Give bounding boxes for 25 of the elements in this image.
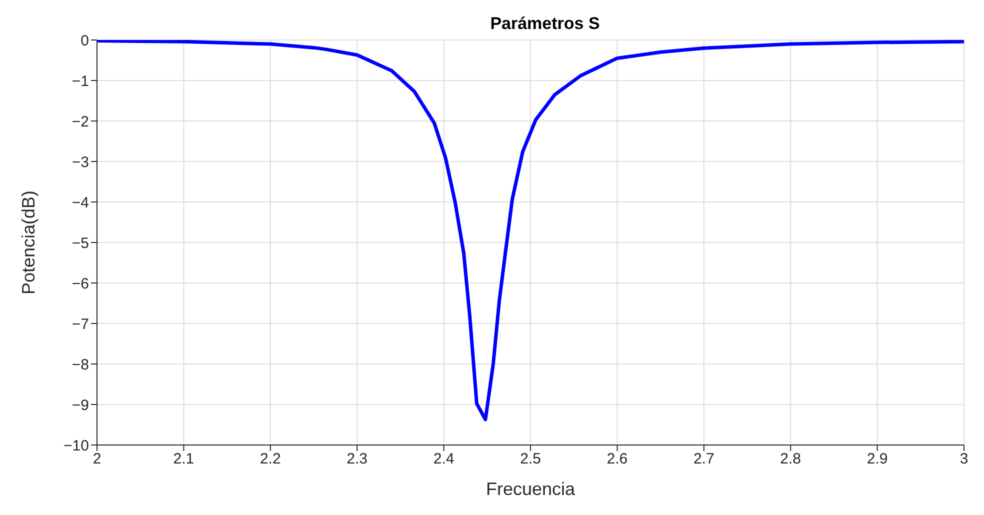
y-tick-label: −8 bbox=[72, 356, 89, 374]
y-tick-label: −10 bbox=[64, 437, 89, 454]
x-tick-label: 2.7 bbox=[693, 450, 714, 468]
y-tick-label: −3 bbox=[72, 154, 89, 171]
x-tick-label: 2.9 bbox=[866, 450, 888, 468]
x-tick-label: 2.4 bbox=[433, 450, 454, 468]
y-tick-label: −7 bbox=[72, 316, 89, 333]
y-tick-label: −1 bbox=[72, 72, 89, 90]
y-tick-label: −4 bbox=[72, 194, 89, 212]
y-tick-label: −5 bbox=[72, 234, 89, 252]
x-tick-label: 2.1 bbox=[173, 450, 194, 468]
chart-title: Parámetros S bbox=[489, 14, 601, 34]
y-tick-label: −6 bbox=[72, 275, 89, 292]
x-axis-title: Frecuencia bbox=[486, 479, 576, 499]
y-axis-title: Potencia(dB) bbox=[18, 190, 38, 295]
y-tick-label: −2 bbox=[72, 113, 89, 130]
x-tick-label: 2.2 bbox=[260, 450, 281, 468]
x-tick-label: 2 bbox=[92, 450, 102, 468]
x-tick-label: 2.3 bbox=[346, 450, 368, 468]
y-tick-label: −9 bbox=[72, 396, 89, 414]
y-tick-label: 0 bbox=[80, 32, 89, 50]
x-tick-label: 3 bbox=[960, 450, 968, 468]
x-tick-label: 2.6 bbox=[606, 450, 628, 468]
x-tick-label: 2.5 bbox=[520, 450, 541, 468]
x-tick-label: 2.8 bbox=[780, 450, 802, 468]
